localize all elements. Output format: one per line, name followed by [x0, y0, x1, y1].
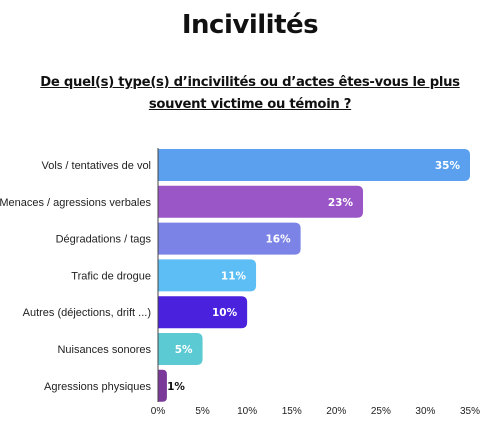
- bar: [158, 259, 257, 292]
- category-label: Dégradations / tags: [56, 234, 152, 246]
- page-title: Incivilités: [181, 10, 319, 40]
- data-label: 23%: [328, 197, 354, 209]
- bar: [158, 369, 167, 402]
- category-label: Nuisances sonores: [57, 344, 151, 356]
- bar: [158, 296, 248, 329]
- category-label: Vols / tentatives de vol: [42, 160, 151, 172]
- category-label: Menaces / agressions verbales: [0, 197, 151, 209]
- bar: [158, 333, 203, 365]
- x-tick-label: 15%: [282, 406, 302, 417]
- data-label: 10%: [212, 307, 238, 319]
- x-tick-label: 10%: [237, 406, 257, 417]
- x-tick-label: 5%: [195, 406, 210, 417]
- data-label: 11%: [221, 270, 247, 282]
- bar: [158, 185, 364, 218]
- data-label: 1%: [167, 381, 185, 393]
- bar: [158, 149, 470, 181]
- x-tick-label: 20%: [326, 406, 346, 417]
- x-tick-label: 25%: [371, 406, 391, 417]
- chart-question: De quel(s) type(s) d’incivilités ou d’ac…: [40, 75, 460, 112]
- x-tick-label: 35%: [460, 406, 480, 417]
- category-label: Trafic de drogue: [71, 270, 151, 282]
- category-label: Autres (déjections, drift ...): [23, 307, 151, 319]
- x-tick-label: 30%: [415, 406, 435, 417]
- data-label: 16%: [265, 234, 291, 246]
- x-tick-label: 0%: [151, 406, 166, 417]
- data-label: 5%: [175, 344, 193, 356]
- data-label: 35%: [435, 160, 461, 172]
- category-label: Agressions physiques: [44, 381, 152, 393]
- bar: [158, 222, 301, 255]
